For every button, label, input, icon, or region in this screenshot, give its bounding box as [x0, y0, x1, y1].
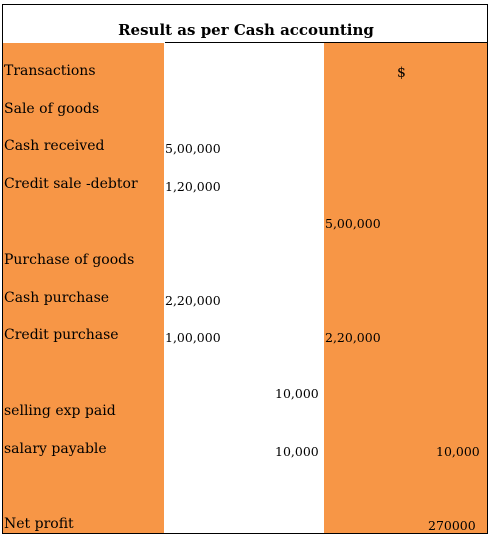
- sheet-title: Result as per Cash accounting: [118, 21, 374, 39]
- selling-exp-label: selling exp paid: [4, 403, 116, 419]
- net-profit-value: 270000: [428, 518, 476, 533]
- cash-purchase-label: Cash purchase: [4, 290, 110, 306]
- credit-purchase-total: 2,20,000: [325, 330, 381, 345]
- credit-sale-label: Credit sale -debtor: [4, 176, 138, 192]
- header-transactions-label: Transactions: [4, 63, 96, 79]
- salary-payable-total: 10,000: [436, 444, 480, 459]
- label-column-fill: [3, 43, 164, 533]
- total-column-fill: [324, 43, 487, 533]
- purchase-of-goods-label: Purchase of goods: [4, 252, 135, 268]
- cash-accounting-sheet: Result as per Cash accounting Transactio…: [2, 4, 488, 534]
- salary-payable-label: salary payable: [4, 441, 107, 457]
- header-currency-label: $: [397, 65, 406, 81]
- title-underline: [165, 42, 488, 43]
- cash-received-label: Cash received: [4, 138, 105, 154]
- sale-of-goods-label: Sale of goods: [4, 101, 100, 117]
- salary-payable-value: 10,000: [275, 444, 319, 459]
- net-profit-label: Net profit: [4, 516, 74, 532]
- credit-sale-value: 1,20,000: [165, 179, 221, 194]
- credit-purchase-label: Credit purchase: [4, 327, 119, 343]
- credit-purchase-value: 1,00,000: [165, 330, 221, 345]
- cash-purchase-value: 2,20,000: [165, 293, 221, 308]
- cash-received-value: 5,00,000: [165, 141, 221, 156]
- sales-total-value: 5,00,000: [325, 216, 381, 231]
- selling-exp-value: 10,000: [275, 386, 319, 401]
